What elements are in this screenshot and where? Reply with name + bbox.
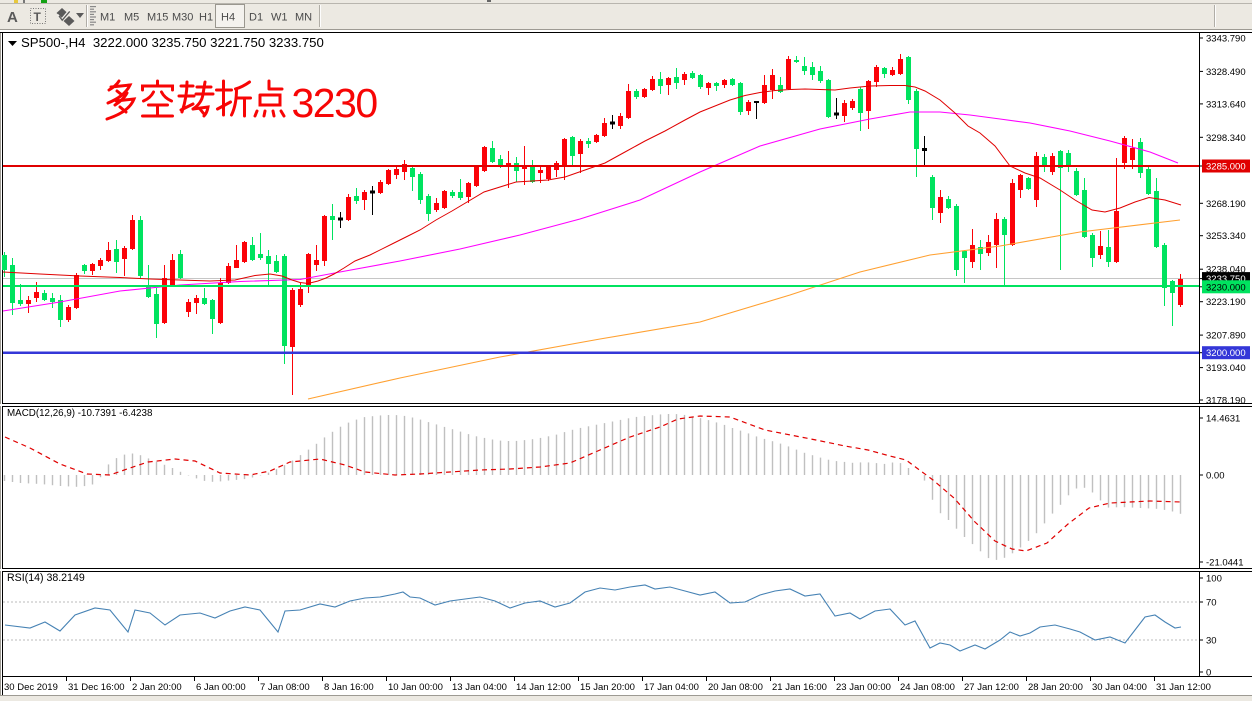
svg-text:27 Jan 12:00: 27 Jan 12:00 [964,682,1019,693]
svg-text:30 Dec 2019: 30 Dec 2019 [4,682,58,693]
svg-text:3253.340: 3253.340 [1206,231,1246,242]
svg-text:MACD(12,26,9) -10.7391 -6.4238: MACD(12,26,9) -10.7391 -6.4238 [7,408,153,419]
svg-text:M30: M30 [172,12,193,24]
svg-text:28 Jan 20:00: 28 Jan 20:00 [1028,682,1083,693]
svg-text:8 Jan 16:00: 8 Jan 16:00 [324,682,374,693]
svg-text:3313.640: 3313.640 [1206,99,1246,110]
svg-text:7 Jan 08:00: 7 Jan 08:00 [260,682,310,693]
svg-text:A: A [7,9,18,26]
svg-text:3178.190: 3178.190 [1206,396,1246,407]
svg-text:21 Jan 16:00: 21 Jan 16:00 [772,682,827,693]
svg-text:H4: H4 [221,12,235,24]
svg-text:14 Jan 12:00: 14 Jan 12:00 [516,682,571,693]
svg-text:14.4631: 14.4631 [1206,414,1240,425]
svg-text:-21.0441: -21.0441 [1206,558,1244,569]
svg-text:30 Jan 04:00: 30 Jan 04:00 [1092,682,1147,693]
svg-text:3298.340: 3298.340 [1206,133,1246,144]
svg-text:2 Jan 20:00: 2 Jan 20:00 [132,682,182,693]
svg-text:3238.040: 3238.040 [1206,265,1246,276]
svg-text:31 Dec 16:00: 31 Dec 16:00 [68,682,125,693]
svg-text:15 Jan 20:00: 15 Jan 20:00 [580,682,635,693]
svg-text:W1: W1 [271,12,288,24]
svg-text:3233.750: 3233.750 [1206,274,1246,285]
svg-text:3193.040: 3193.040 [1206,363,1246,374]
svg-text:D1: D1 [249,12,263,24]
svg-text:3285.000: 3285.000 [1206,162,1246,173]
svg-text:31 Jan 12:00: 31 Jan 12:00 [1156,682,1211,693]
svg-text:70: 70 [1206,598,1217,609]
svg-text:17 Jan 04:00: 17 Jan 04:00 [644,682,699,693]
svg-text:3223.190: 3223.190 [1206,297,1246,308]
svg-text:H1: H1 [199,12,213,24]
svg-text:3200.000: 3200.000 [1206,348,1246,359]
svg-text:6 Jan 00:00: 6 Jan 00:00 [196,682,246,693]
svg-text:0.00: 0.00 [1206,471,1225,482]
svg-text:20 Jan 08:00: 20 Jan 08:00 [708,682,763,693]
svg-text:SP500-,H4 3222.000 3235.750 3: SP500-,H4 3222.000 3235.750 3221.750 323… [21,35,324,50]
svg-text:24 Jan 08:00: 24 Jan 08:00 [900,682,955,693]
svg-text:3230: 3230 [292,80,378,126]
svg-text:M5: M5 [124,12,139,24]
svg-text:3268.190: 3268.190 [1206,199,1246,210]
svg-text:RSI(14) 38.2149: RSI(14) 38.2149 [7,572,85,584]
svg-text:3230.000: 3230.000 [1206,282,1246,293]
svg-text:T: T [34,10,42,24]
svg-text:3207.890: 3207.890 [1206,331,1246,342]
svg-text:3328.490: 3328.490 [1206,67,1246,78]
svg-text:13 Jan 04:00: 13 Jan 04:00 [452,682,507,693]
svg-text:100: 100 [1206,574,1222,585]
svg-text:M1: M1 [100,12,115,24]
svg-text:23 Jan 00:00: 23 Jan 00:00 [836,682,891,693]
svg-text:0: 0 [1206,668,1211,679]
svg-text:30: 30 [1206,636,1217,647]
svg-text:3343.790: 3343.790 [1206,34,1246,45]
svg-text:M15: M15 [147,12,168,24]
svg-text:MN: MN [295,12,312,24]
svg-text:10 Jan 00:00: 10 Jan 00:00 [388,682,443,693]
